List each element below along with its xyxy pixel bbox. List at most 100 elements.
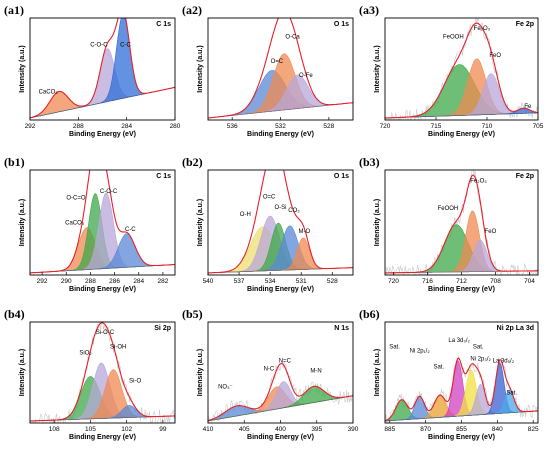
- peak-label: Si-OH: [110, 344, 126, 350]
- panel-label: (b4): [4, 307, 25, 321]
- panel-label: (b1): [4, 155, 25, 169]
- x-tick-label: 855: [456, 426, 467, 433]
- peak-label: CaCO₃: [65, 221, 85, 227]
- peak-label: La 3d₅/₂: [493, 358, 515, 364]
- peak-label: M-N: [310, 369, 321, 375]
- x-tick-label: 284: [133, 278, 144, 285]
- x-tick-label: 400: [275, 426, 286, 433]
- x-tick-label: 532: [275, 123, 286, 130]
- x-tick-label: 704: [524, 278, 535, 285]
- panel-label: (b3): [359, 155, 380, 169]
- envelope-line: [30, 170, 175, 274]
- plot-area: [30, 18, 175, 119]
- x-tick-label: 288: [73, 123, 84, 130]
- panel-label: (b5): [182, 307, 203, 321]
- xps-panel: 720 716 712 708 704 Binding Energy (eV) Intens…: [359, 155, 539, 293]
- peak-label: SiO₂: [79, 350, 92, 356]
- x-tick-label: 712: [456, 278, 467, 285]
- panel-label: (b6): [359, 307, 380, 321]
- x-tick-label: 716: [422, 278, 433, 285]
- x-tick-label: 528: [327, 278, 338, 285]
- x-tick-label: 705: [533, 123, 544, 130]
- peak-label: NO₃⁻: [218, 385, 233, 391]
- xps-panel: 292 290 288 286 284 282 Binding Energy (eV) Int…: [4, 155, 176, 293]
- x-tick-label: 720: [380, 123, 391, 130]
- x-axis-title: Binding Energy (eV): [428, 434, 495, 441]
- xps-panel: 540 537 534 531 528 Binding Energy (eV) Intens…: [182, 155, 354, 293]
- y-axis-title: Intensity (a.u.): [19, 199, 26, 246]
- xps-panel: 536 532 528 Binding Energy (eV) Intensity (a…: [182, 3, 354, 138]
- peak-label: Sat.: [473, 344, 484, 350]
- peak-label: Ni 2p₃/₂: [470, 356, 491, 362]
- peak-label: O-Si: [275, 205, 287, 211]
- x-tick-label: 410: [203, 426, 214, 433]
- envelope-line: [208, 170, 353, 274]
- x-tick-label: 286: [109, 278, 120, 285]
- x-axis-title: Binding Energy (eV): [69, 286, 136, 293]
- y-axis-title: Intensity (a.u.): [19, 45, 26, 92]
- fitted-peak: [30, 192, 175, 274]
- x-axis-title: Binding Energy (eV): [428, 286, 495, 293]
- envelope-line: [385, 357, 538, 422]
- x-tick-label: 528: [323, 123, 334, 130]
- peak-label: Si-O: [129, 379, 141, 385]
- x-tick-label: 531: [296, 278, 307, 285]
- plot-area: [30, 170, 175, 274]
- y-axis-title: Intensity (a.u.): [197, 199, 204, 246]
- panel-title: O 1s: [334, 21, 349, 28]
- panel-title: Ni 2p La 3d: [497, 325, 534, 332]
- peak-label: C-C: [120, 43, 131, 49]
- envelope-line: [208, 362, 353, 422]
- x-axis-title: Binding Energy (eV): [69, 131, 136, 138]
- peak-label: M-O: [298, 229, 310, 235]
- xps-panel: 410 405 400 395 390 Binding Energy (eV) Intens…: [182, 307, 359, 441]
- peak-label: La 3d₃/₂: [448, 338, 470, 344]
- peak-label: Sat.: [433, 364, 444, 370]
- panel-title: C 1s: [156, 173, 171, 180]
- plot-frame: [29, 17, 176, 121]
- plot-area: [385, 170, 538, 275]
- envelope-line: [385, 22, 538, 119]
- x-tick-label: 825: [528, 426, 539, 433]
- panel-label: (a3): [359, 3, 379, 17]
- panel-title: Fe 2p: [516, 21, 534, 28]
- x-tick-label: 840: [492, 426, 503, 433]
- x-axis-title: Binding Energy (eV): [247, 434, 314, 441]
- peak-label: C-O-C: [90, 43, 108, 49]
- panel-title: Fe 2p: [516, 173, 534, 180]
- peak-label: Sat.: [389, 344, 400, 350]
- peak-label: CaCO₃: [39, 89, 59, 95]
- x-tick-label: 536: [227, 123, 238, 130]
- peak-label: FeO: [489, 53, 501, 59]
- peak-label: C-O-C: [100, 189, 118, 195]
- plot-frame: [207, 169, 354, 276]
- peak-label: FeOOH: [438, 206, 459, 212]
- y-axis-title: Intensity (a.u.): [197, 349, 204, 396]
- peak-label: Si-O-C: [96, 330, 115, 336]
- x-tick-label: 280: [170, 123, 181, 130]
- background-line: [385, 410, 538, 422]
- x-tick-label: 395: [311, 426, 322, 433]
- peak-label: O=C: [263, 194, 276, 200]
- panel-title: N 1s: [334, 325, 349, 332]
- x-tick-label: 715: [431, 123, 442, 130]
- x-tick-label: 870: [420, 426, 431, 433]
- plot-area: [385, 355, 538, 423]
- x-tick-label: 290: [61, 278, 72, 285]
- peak-label: Sat.: [506, 391, 517, 397]
- panel-label: (a1): [4, 3, 24, 17]
- x-tick-label: 284: [121, 123, 132, 130]
- panel-title: Si 2p: [154, 325, 171, 332]
- panel-title: O 1s: [334, 173, 349, 180]
- y-axis-title: Intensity (a.u.): [374, 45, 381, 92]
- plot-area: [385, 18, 538, 120]
- envelope-line: [385, 174, 538, 274]
- plot-frame: [29, 169, 176, 276]
- plot-frame: [384, 17, 539, 121]
- peak-label: O-H: [240, 212, 251, 218]
- panel-title: C 1s: [156, 21, 171, 28]
- x-tick-label: 720: [388, 278, 399, 285]
- y-axis-title: Intensity (a.u.): [374, 199, 381, 246]
- peak-label: Fe: [524, 104, 532, 110]
